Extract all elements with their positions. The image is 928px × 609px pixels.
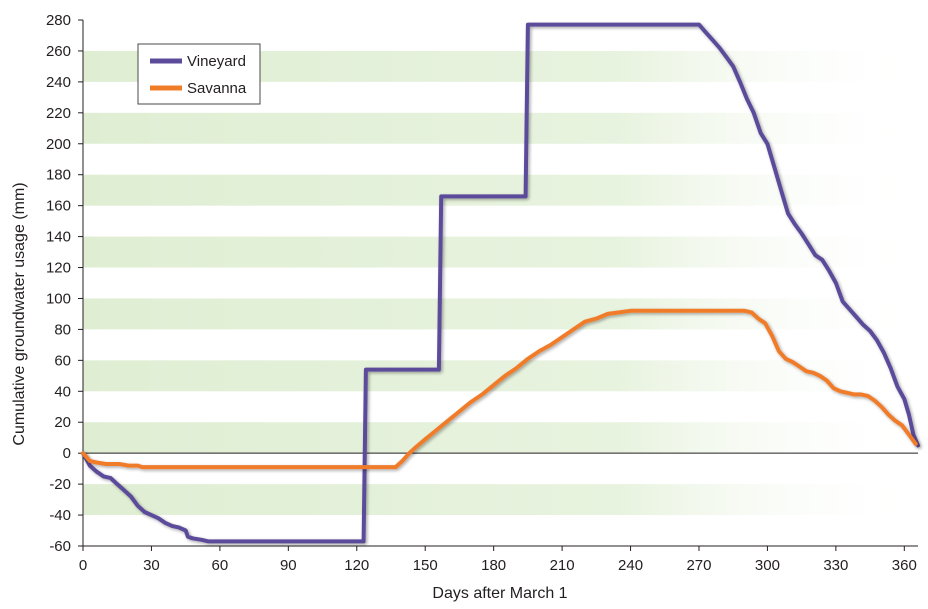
y-tick-label: 100 bbox=[46, 290, 71, 307]
background-band bbox=[83, 298, 918, 330]
y-tick-label: 160 bbox=[46, 198, 71, 215]
series-line-savanna bbox=[81, 308, 918, 470]
y-tick-label: 240 bbox=[46, 74, 71, 91]
x-tick-label: 30 bbox=[143, 557, 160, 574]
x-tick-label: 0 bbox=[79, 557, 87, 574]
legend-box bbox=[137, 43, 261, 105]
background-band bbox=[83, 422, 918, 454]
x-tick-label: 210 bbox=[550, 557, 575, 574]
legend-label-vineyard: Vineyard bbox=[187, 53, 246, 70]
y-tick-label: 260 bbox=[46, 43, 71, 60]
y-tick-label: 180 bbox=[46, 167, 71, 184]
y-tick-label: 0 bbox=[63, 445, 71, 462]
series-layer bbox=[81, 22, 920, 544]
legend-label-savanna: Savanna bbox=[187, 80, 247, 97]
y-tick-label: 220 bbox=[46, 105, 71, 122]
x-tick-label: 60 bbox=[212, 557, 229, 574]
y-tick-label: -20 bbox=[49, 476, 71, 493]
background-bands bbox=[83, 50, 918, 516]
x-tick-label: 240 bbox=[618, 557, 643, 574]
x-tick-label: 180 bbox=[481, 557, 506, 574]
y-tick-label: 120 bbox=[46, 260, 71, 277]
x-tick-label: 300 bbox=[755, 557, 780, 574]
y-axis-title: Cumulative groundwater usage (mm) bbox=[11, 182, 28, 445]
x-tick-label: 90 bbox=[280, 557, 297, 574]
background-band bbox=[83, 484, 918, 516]
axes: -60 -40 -20 0 20 40 60 80 100 120 140 160 180 200 220 2… bbox=[46, 12, 918, 574]
x-axis-title: Days after March 1 bbox=[432, 585, 567, 602]
y-tick-label: 200 bbox=[46, 136, 71, 153]
y-tick-label: 140 bbox=[46, 229, 71, 246]
y-tick-label: 60 bbox=[54, 352, 71, 369]
y-tick-label: 20 bbox=[54, 414, 71, 431]
y-tick-label: -60 bbox=[49, 538, 71, 555]
background-band bbox=[83, 174, 918, 206]
background-band bbox=[83, 236, 918, 268]
x-tick-label: 330 bbox=[823, 557, 848, 574]
y-tick-label: 40 bbox=[54, 383, 71, 400]
y-tick-label: 80 bbox=[54, 321, 71, 338]
y-tick-label: 280 bbox=[46, 12, 71, 29]
background-band bbox=[83, 360, 918, 392]
x-tick-label: 360 bbox=[892, 557, 917, 574]
legend: Vineyard Savanna bbox=[137, 43, 261, 105]
background-band bbox=[83, 112, 918, 144]
x-tick-label: 120 bbox=[344, 557, 369, 574]
y-tick-label: -40 bbox=[49, 507, 71, 524]
series-line-vineyard bbox=[81, 22, 920, 544]
x-tick-label: 270 bbox=[686, 557, 711, 574]
x-tick-label: 150 bbox=[413, 557, 438, 574]
